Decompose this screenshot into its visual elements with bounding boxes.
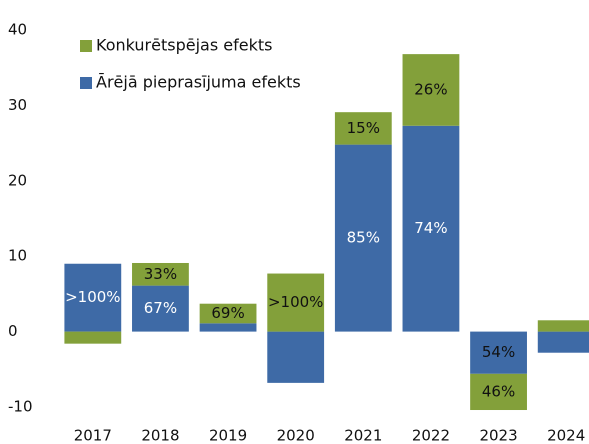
bar-segment xyxy=(470,373,527,411)
bar-segment xyxy=(537,331,589,353)
bar-segment xyxy=(199,323,257,332)
data-label: 85% xyxy=(347,229,380,247)
bar-segment xyxy=(402,54,460,126)
bar-segment xyxy=(267,273,325,332)
x-tick-label: 2020 xyxy=(277,427,315,444)
data-label: >100% xyxy=(65,288,120,306)
y-tick-label: 10 xyxy=(8,247,27,265)
bar-segment xyxy=(470,331,527,374)
bar-segment xyxy=(402,125,460,332)
bar-segment xyxy=(199,303,257,324)
data-label: 69% xyxy=(211,304,244,322)
bar-segment xyxy=(64,331,122,344)
bar-segment xyxy=(64,263,122,332)
data-label: 33% xyxy=(144,265,177,283)
y-tick-label: -10 xyxy=(8,398,33,416)
bar-segment xyxy=(334,112,392,145)
y-tick-label: 0 xyxy=(8,322,18,340)
x-tick-label: 2019 xyxy=(209,427,247,444)
bar-segment xyxy=(537,320,589,332)
x-tick-label: 2021 xyxy=(344,427,382,444)
legend-label: Ārējā pieprasījuma efekts xyxy=(96,73,301,92)
bar-segment xyxy=(132,285,189,332)
data-label: 26% xyxy=(414,80,447,98)
legend-label: Konkurētspējas efekts xyxy=(96,36,272,55)
data-label: 67% xyxy=(144,299,177,317)
data-label: 15% xyxy=(347,119,380,137)
data-label: 46% xyxy=(482,382,515,400)
x-tick-label: 2024 xyxy=(547,427,585,444)
legend-swatch xyxy=(80,40,92,52)
bar-segment xyxy=(334,144,392,332)
data-label: 74% xyxy=(414,219,447,237)
y-tick-label: 20 xyxy=(8,171,27,189)
x-tick-label: 2022 xyxy=(412,427,450,444)
x-tick-label: 2018 xyxy=(141,427,179,444)
data-label: >100% xyxy=(268,293,323,311)
x-tick-label: 2017 xyxy=(74,427,112,444)
bar-segment xyxy=(132,262,189,286)
y-tick-label: 30 xyxy=(8,96,27,114)
y-tick-label: 40 xyxy=(8,21,27,39)
data-label: 54% xyxy=(482,343,515,361)
legend-swatch xyxy=(80,77,92,89)
bar-segment xyxy=(267,331,325,383)
x-tick-label: 2023 xyxy=(479,427,517,444)
